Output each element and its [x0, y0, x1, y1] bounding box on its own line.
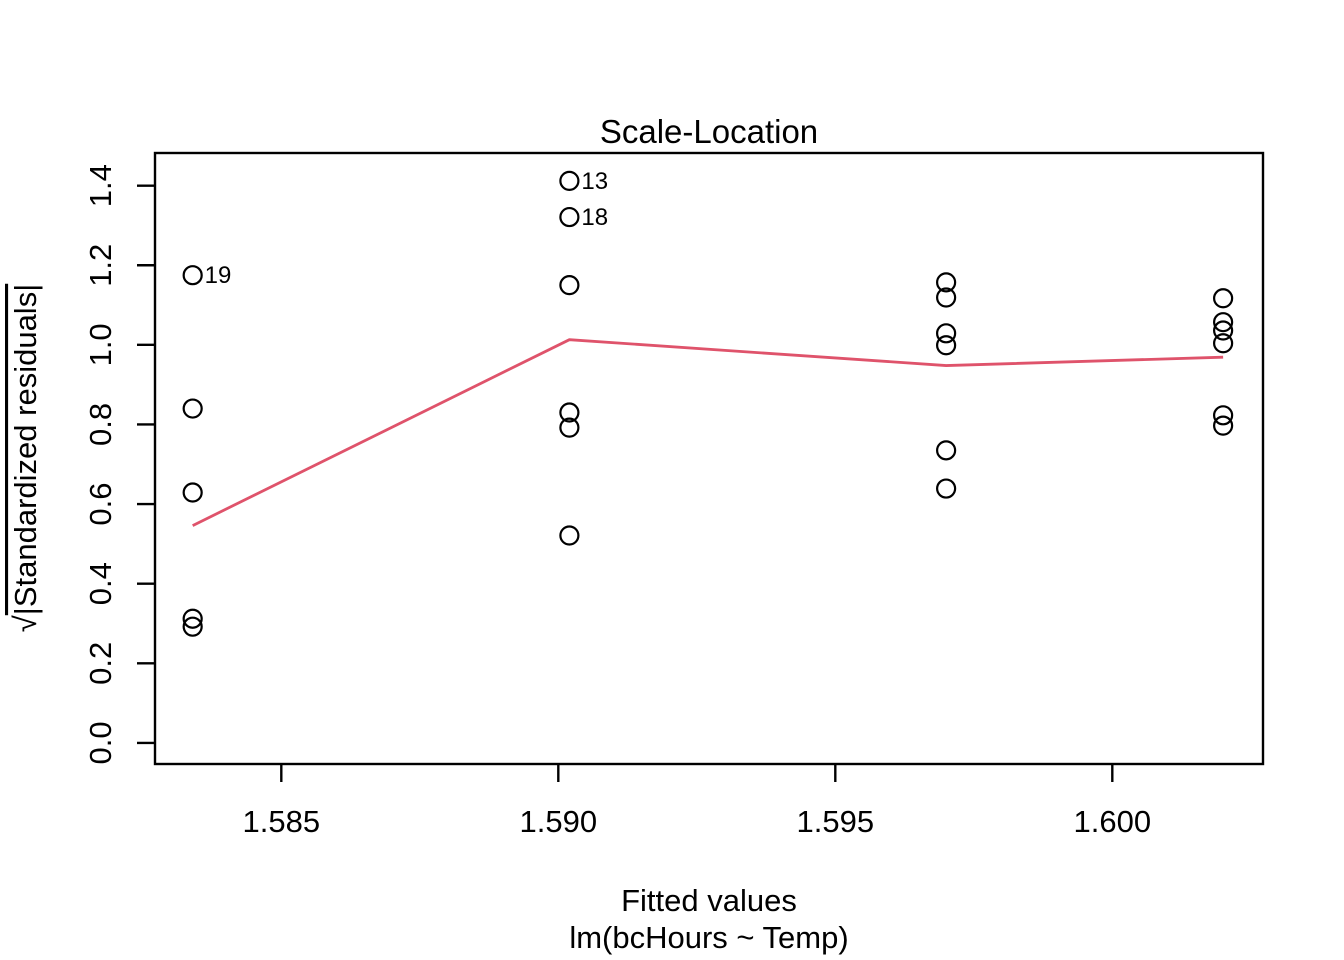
point-label: 13	[581, 168, 608, 195]
data-point-circle	[1213, 312, 1234, 333]
data-point-circle	[559, 417, 580, 438]
y-tick-label: 0.4	[83, 562, 118, 605]
x-tick-label: 1.595	[797, 804, 875, 839]
data-point-circle	[936, 287, 957, 308]
data-point-circle	[559, 525, 580, 546]
data-point-circle	[182, 616, 203, 637]
data-point-circle	[936, 272, 957, 293]
y-axis-label: √|Standardized residuals|	[8, 284, 43, 632]
data-point-circle	[559, 170, 580, 191]
point-labels-group: 19 13 18	[205, 168, 608, 289]
data-point-circle	[1213, 288, 1234, 309]
data-point-circle	[1213, 405, 1234, 426]
data-point-circle	[559, 275, 580, 296]
y-axis-label-body: |Standardized residuals|	[8, 284, 43, 615]
y-tick-label: 0.6	[83, 483, 118, 526]
data-point-circle	[1213, 415, 1234, 436]
data-point-circle	[559, 206, 580, 228]
data-point-circle	[1213, 320, 1234, 341]
data-point-circle	[182, 265, 203, 286]
data-point-circle	[182, 608, 203, 629]
data-points-group	[182, 170, 1234, 637]
y-tick-label: 0.2	[83, 642, 118, 685]
y-tick-label: 1.2	[83, 244, 118, 287]
smooth-line-group	[192, 338, 1224, 527]
y-tick-label: 0.0	[83, 721, 118, 764]
data-point-circle	[559, 402, 580, 423]
data-point-circle	[1213, 333, 1234, 354]
y-tick-label: 1.4	[83, 164, 118, 207]
data-point-circle	[936, 335, 957, 356]
y-tick-label: 1.0	[83, 323, 118, 366]
smooth-line	[192, 338, 1224, 527]
x-axis-sublabel: lm(bcHours ~ Temp)	[569, 920, 848, 955]
data-point-circle	[936, 323, 957, 344]
x-tick-label: 1.585	[243, 804, 321, 839]
data-point-circle	[182, 482, 203, 503]
x-axis-ticks: 1.585 1.590 1.595 1.600	[243, 764, 1152, 839]
data-point-circle	[182, 398, 203, 419]
point-label: 18	[581, 204, 608, 231]
y-axis-label-radical: √	[8, 615, 43, 632]
x-tick-label: 1.600	[1074, 804, 1152, 839]
data-point-circle	[936, 478, 957, 499]
y-axis-ticks: 0.0 0.2 0.4 0.6 0.8 1.0 1.2 1.4	[83, 164, 155, 764]
x-tick-label: 1.590	[520, 804, 598, 839]
y-tick-label: 0.8	[83, 403, 118, 446]
chart-title: Scale-Location	[600, 113, 818, 150]
data-point-circle	[936, 440, 957, 461]
x-axis-label: Fitted values	[621, 883, 797, 918]
plot-frame	[153, 151, 1265, 766]
point-label: 19	[205, 262, 232, 289]
